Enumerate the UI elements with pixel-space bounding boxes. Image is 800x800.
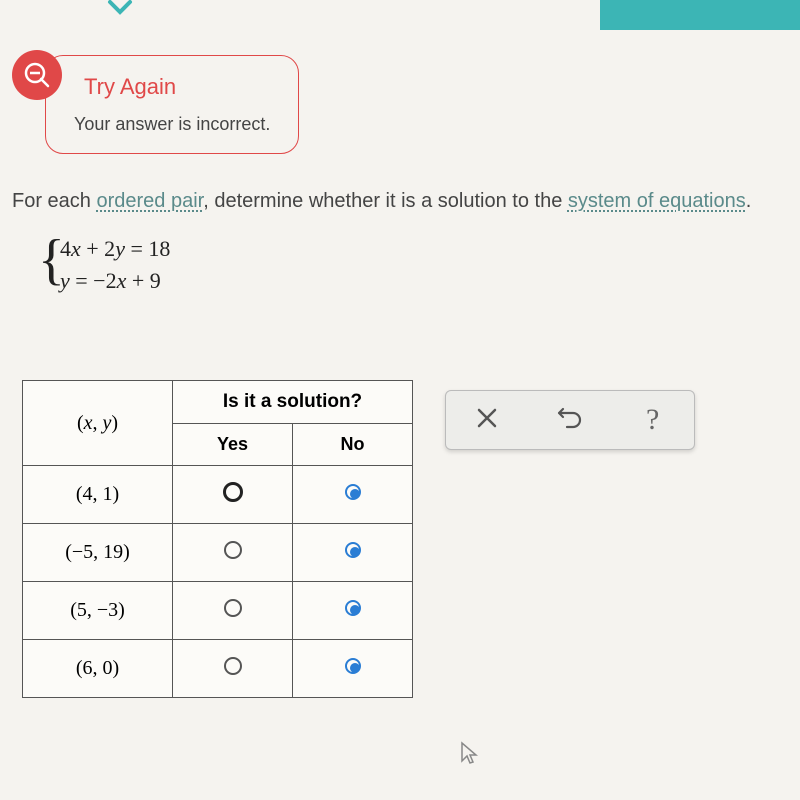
system-of-equations-link[interactable]: system of equations	[568, 190, 746, 212]
undo-button[interactable]	[540, 405, 600, 436]
no-radio[interactable]	[293, 466, 413, 524]
cursor-icon	[460, 741, 478, 770]
yes-radio[interactable]	[173, 466, 293, 524]
no-header: No	[293, 424, 413, 466]
clear-button[interactable]	[457, 405, 517, 436]
no-radio[interactable]	[293, 524, 413, 582]
question-text: For each ordered pair, determine whether…	[12, 190, 751, 213]
yes-radio[interactable]	[173, 524, 293, 582]
pair-cell: (5, −3)	[23, 582, 173, 640]
pair-cell: (4, 1)	[23, 466, 173, 524]
feedback-icon	[12, 50, 62, 100]
pair-cell: (−5, 19)	[23, 524, 173, 582]
feedback-message: Your answer is incorrect.	[74, 114, 270, 135]
table-row: (5, −3)	[23, 582, 413, 640]
no-radio[interactable]	[293, 640, 413, 698]
collapse-chevron-icon[interactable]	[100, 0, 140, 20]
table-row: (−5, 19)	[23, 524, 413, 582]
solution-header: Is it a solution?	[173, 381, 413, 424]
table-row: (6, 0)	[23, 640, 413, 698]
yes-header: Yes	[173, 424, 293, 466]
yes-radio[interactable]	[173, 640, 293, 698]
feedback-box: Try Again Your answer is incorrect.	[45, 55, 299, 154]
feedback-title: Try Again	[84, 74, 270, 100]
toolbar: ?	[445, 390, 695, 450]
brace-icon: {	[38, 232, 65, 288]
yes-radio[interactable]	[173, 582, 293, 640]
equation-1: 4x + 2y = 18	[60, 236, 170, 262]
help-button[interactable]: ?	[623, 403, 683, 437]
xy-header: (x, y)	[23, 381, 173, 466]
equation-2: y = −2x + 9	[60, 268, 170, 294]
equation-system: { 4x + 2y = 18 y = −2x + 9	[60, 230, 170, 300]
ordered-pair-link[interactable]: ordered pair	[96, 190, 203, 212]
no-radio[interactable]	[293, 582, 413, 640]
pair-cell: (6, 0)	[23, 640, 173, 698]
top-accent-bar	[600, 0, 800, 30]
answer-table: (x, y) Is it a solution? Yes No (4, 1) (…	[22, 380, 413, 698]
table-row: (4, 1)	[23, 466, 413, 524]
